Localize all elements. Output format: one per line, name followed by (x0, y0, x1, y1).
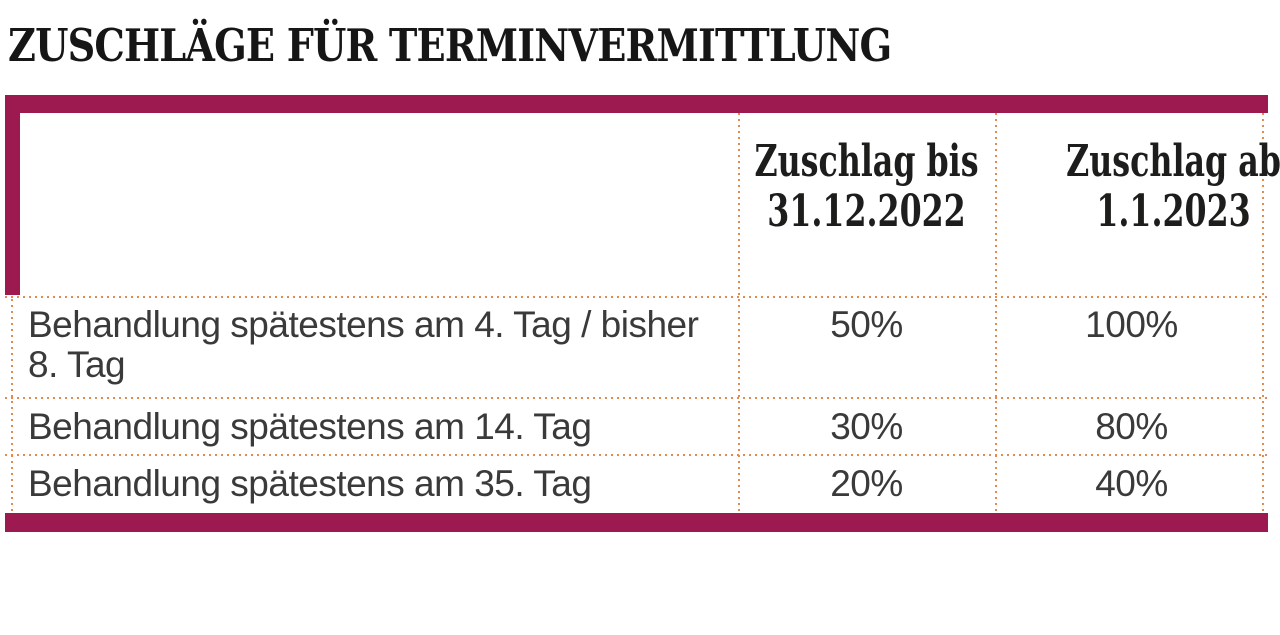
column-divider-1 (738, 113, 740, 513)
header-label-until-2022: Zuschlag bis 31.12.2022 (754, 136, 979, 237)
column-divider-2 (995, 113, 997, 513)
page-title: ZUSCHLÄGE FÜR TERMINVERMITTLUNG (8, 19, 892, 72)
row-divider-1 (5, 397, 1268, 399)
table-row: Behandlung spätestens am 4. Tag / bisher… (5, 296, 1268, 397)
value-from-2023: 80% (1095, 406, 1168, 447)
table-row: Behandlung spätestens am 14. Tag 30% 80% (5, 397, 1268, 454)
row-label: Behandlung spätestens am 35. Tag (28, 463, 592, 504)
table-top-border (5, 95, 1268, 113)
header-cell-until-2022: Zuschlag bis 31.12.2022 (738, 113, 995, 296)
header-label-from-2023: Zuschlag ab 1.1.2023 (1066, 136, 1280, 237)
value-until-2022: 20% (830, 463, 903, 504)
value-until-2022: 50% (830, 304, 903, 345)
table-bottom-border (5, 513, 1268, 532)
right-dotted-border (1262, 113, 1264, 513)
value-from-2023: 100% (1085, 304, 1178, 345)
table-row: Behandlung spätestens am 35. Tag 20% 40% (5, 454, 1268, 513)
surcharge-table: Zuschlag bis 31.12.2022 Zuschlag ab 1.1.… (5, 95, 1280, 532)
value-until-2022: 30% (830, 406, 903, 447)
left-dotted-border (11, 113, 13, 513)
table-body: Zuschlag bis 31.12.2022 Zuschlag ab 1.1.… (5, 113, 1280, 513)
header-cell-from-2023: Zuschlag ab 1.1.2023 (995, 113, 1280, 296)
header-row-divider (5, 296, 1268, 298)
row-divider-2 (5, 454, 1268, 456)
left-accent-bar (5, 95, 20, 295)
value-from-2023: 40% (1095, 463, 1168, 504)
table-header-row: Zuschlag bis 31.12.2022 Zuschlag ab 1.1.… (5, 113, 1280, 296)
header-empty-cell (5, 113, 738, 296)
row-label: Behandlung spätestens am 4. Tag / bisher… (28, 304, 699, 385)
row-label: Behandlung spätestens am 14. Tag (28, 406, 592, 447)
